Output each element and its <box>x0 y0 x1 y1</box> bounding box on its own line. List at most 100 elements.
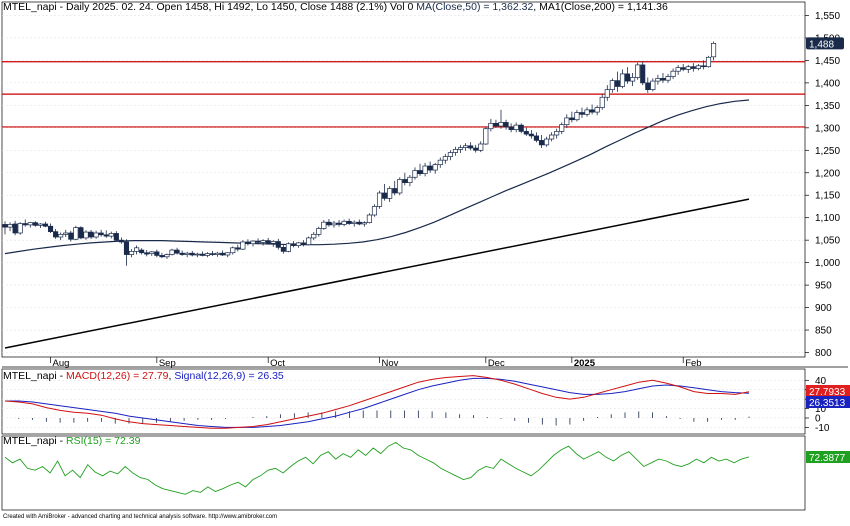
candle-body <box>528 133 534 137</box>
panel-frame-1 <box>1 368 806 435</box>
price-header-part-0: MTEL_napi - Daily 2025. 02. 24. Open 145… <box>3 1 416 13</box>
candle-body <box>473 147 479 151</box>
macd-value-badge <box>806 385 850 397</box>
candle-body <box>392 188 398 194</box>
month-label: Sep <box>159 358 176 369</box>
candle-body <box>468 145 474 149</box>
candle-body <box>12 223 18 234</box>
candle-body <box>194 253 200 256</box>
month-label: Feb <box>685 358 701 369</box>
month-label: Nov <box>382 358 399 369</box>
panel-frame-0 <box>1 1 806 358</box>
candle-body <box>624 73 631 82</box>
candle-body <box>37 223 43 226</box>
candle-body <box>128 251 135 255</box>
candle-body <box>604 89 610 98</box>
rsi-series <box>4 441 750 495</box>
rsi-value-label: 72.3877 <box>809 453 846 464</box>
candle-body <box>7 224 13 228</box>
candle-body <box>174 249 180 254</box>
price-header-part-2: , <box>533 1 539 13</box>
month-label: Aug <box>53 358 70 369</box>
candle-body <box>564 117 570 126</box>
candle-body <box>549 134 555 140</box>
candle-body <box>215 252 221 255</box>
candle-body <box>478 143 484 151</box>
rsi-value-badge <box>806 451 850 463</box>
candle-body <box>154 251 160 256</box>
price-header-part-1: MA(Close,50) = 1,362.32 <box>416 1 533 13</box>
candle-body <box>255 240 261 243</box>
macd-header-part-1: MACD(12,26) = 27.79 <box>66 370 169 382</box>
candle-body <box>311 233 317 239</box>
macd-tick-label: 0 <box>815 413 821 424</box>
candle-body <box>412 170 418 178</box>
candle-body <box>250 240 256 245</box>
ma50-line <box>4 99 750 255</box>
candle-body <box>660 78 666 81</box>
candle-body <box>326 221 332 226</box>
candle-body <box>351 221 357 224</box>
candle-body <box>280 247 286 252</box>
macd-series <box>4 375 750 429</box>
candle-body <box>204 253 210 256</box>
candle-body <box>533 135 539 141</box>
candle-body <box>306 237 312 246</box>
candle-body <box>98 232 104 236</box>
candle-body <box>589 109 595 113</box>
panel-frame-2 <box>1 435 806 511</box>
candle-body <box>189 252 195 256</box>
macd-header-part-0: MTEL_napi - <box>3 370 66 382</box>
rsi-header-part-0: MTEL_napi - <box>3 435 66 447</box>
macd-tick-label: 10 <box>815 404 827 415</box>
candle-body <box>199 253 205 256</box>
candle-body <box>655 78 661 82</box>
candle-body <box>169 249 175 255</box>
candle-body <box>316 228 322 235</box>
candle-body <box>382 192 388 199</box>
candle-body <box>93 232 99 238</box>
price-tick-label: 1,100 <box>815 213 840 224</box>
candlesticks[interactable] <box>2 41 717 266</box>
candle-body <box>417 170 423 175</box>
candle-body <box>296 242 302 246</box>
price-header-part-3: MA1(Close,200) = 1,141.36 <box>539 1 668 13</box>
candle-body <box>635 64 641 78</box>
candle-body <box>159 255 165 258</box>
candle-body <box>336 222 342 225</box>
candle-body <box>711 42 717 58</box>
price-tick-label: 1,150 <box>815 191 840 202</box>
candle-body <box>179 252 185 255</box>
candle-body <box>518 124 524 132</box>
candle-body <box>88 231 94 238</box>
candle-body <box>498 122 504 127</box>
candle-body <box>508 126 514 130</box>
candle-body <box>594 107 600 113</box>
footer-credit: Created with AmiBroker - advanced charti… <box>3 514 277 520</box>
candle-body <box>559 124 565 132</box>
candle-body <box>361 222 367 225</box>
candle-body <box>78 227 84 239</box>
time-axis: Aug Sep Oct Nov Dec 2025 Feb <box>50 357 702 369</box>
candle-body <box>523 131 529 135</box>
candle-body <box>149 251 155 254</box>
price-tick-label: 1,050 <box>815 236 840 247</box>
candle-body <box>579 112 585 115</box>
candle-body <box>544 138 550 146</box>
candle-body <box>331 222 337 226</box>
macd-tick-label: -10 <box>815 423 830 434</box>
price-panel-header: MTEL_napi - Daily 2025. 02. 24. Open 145… <box>3 1 668 13</box>
candle-body <box>58 233 64 238</box>
candle-body <box>144 252 150 255</box>
candle-body <box>17 223 23 234</box>
candle-body <box>387 188 393 199</box>
candle-body <box>68 232 74 240</box>
candle-body <box>554 131 560 136</box>
price-tick-label: 1,000 <box>815 258 840 269</box>
candle-body <box>447 152 453 157</box>
macd-tick-label: 40 <box>815 376 827 387</box>
rsi-header-part-1: RSI(15) = 72.39 <box>66 435 141 447</box>
candle-body <box>645 82 651 90</box>
